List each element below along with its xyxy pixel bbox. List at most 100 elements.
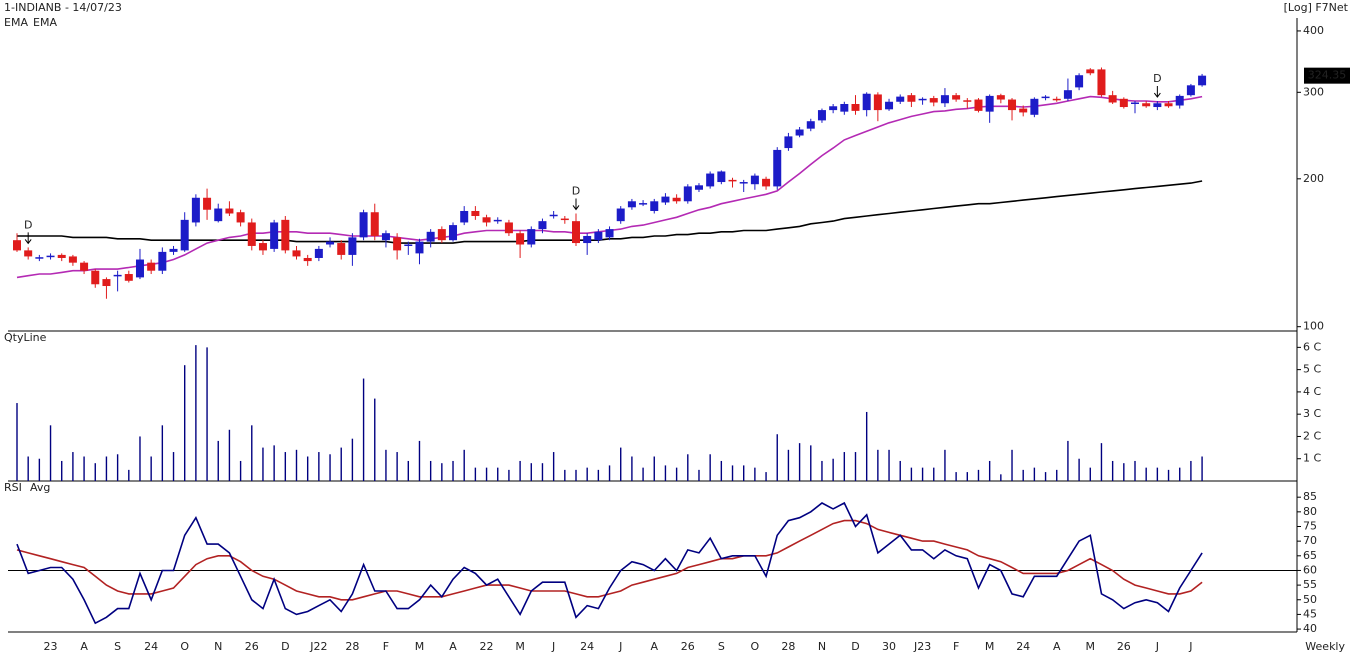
candle-body (974, 99, 983, 111)
x-tick-label: J (618, 640, 622, 653)
candle-body (840, 104, 849, 112)
candle-body (57, 254, 66, 258)
x-tick-label: M (985, 640, 995, 653)
y-tick-label: 3 C (1303, 407, 1321, 420)
candle-body (91, 270, 100, 285)
marker-label: D (572, 184, 580, 197)
candle-body (516, 233, 525, 245)
candle-body (303, 257, 312, 262)
candle-body (929, 98, 938, 103)
candle-body (985, 95, 994, 112)
legend-entry: QtyLine (4, 331, 47, 344)
candle-body (147, 262, 156, 271)
x-tick-label: J (1188, 640, 1192, 653)
candle-body (873, 94, 882, 111)
candle-body (415, 241, 424, 254)
candle-body (113, 274, 122, 277)
candle-body (169, 248, 178, 252)
marker-label: D (24, 218, 32, 231)
x-tick-label: 26 (245, 640, 259, 653)
candle-body (672, 197, 681, 202)
candle-body (694, 185, 703, 190)
chart-title: 1-INDIANB - 14/07/23 (4, 1, 122, 14)
candle-body (572, 221, 580, 244)
line-series (16, 501, 1203, 625)
x-tick-label: F (383, 640, 389, 653)
y-tick-label: 50 (1303, 593, 1317, 606)
candle-body (258, 243, 267, 251)
y-tick-label: 4 C (1303, 385, 1321, 398)
candle-body (1153, 103, 1162, 108)
candle-body (281, 219, 290, 251)
candle-body (370, 212, 379, 236)
legend-entry: RSI (4, 481, 22, 494)
x-tick-label: 22 (480, 640, 494, 653)
y-tick-label: 100 (1303, 320, 1324, 333)
candle-body (1030, 98, 1039, 115)
y-tick-label: 400 (1303, 24, 1324, 37)
candle-body (1108, 95, 1117, 103)
candle-body (381, 233, 390, 241)
y-tick-label: 2 C (1303, 429, 1321, 442)
x-tick-label: M (415, 640, 425, 653)
y-tick-label: 200 (1303, 172, 1324, 185)
x-tick-label: N (214, 640, 222, 653)
candle-body (404, 244, 413, 246)
candle-body (829, 106, 838, 111)
candle-body (1019, 108, 1028, 113)
candle-body (784, 136, 793, 149)
candle-body (683, 186, 692, 202)
x-tick-label: J (1155, 640, 1159, 653)
legend-entry: Avg (30, 481, 50, 494)
candle-body (996, 95, 1005, 100)
candle-body (180, 219, 189, 251)
x-tick-label: J22 (309, 640, 327, 653)
candle-body (1175, 95, 1184, 106)
x-tick-label: 23 (44, 640, 58, 653)
candle-body (437, 229, 446, 241)
candle-body (393, 237, 402, 251)
y-tick-label: 5 C (1303, 363, 1321, 376)
candle-body (639, 203, 648, 205)
x-tick-label: J23 (913, 640, 931, 653)
x-axis-label: Weekly (1305, 640, 1345, 653)
candle-body (80, 262, 89, 271)
candle-body (359, 212, 368, 238)
legend-entry: EMA (4, 16, 28, 29)
candle-body (270, 222, 279, 249)
candle-body (661, 196, 670, 203)
candle-body (1186, 85, 1195, 96)
candle-body (918, 98, 927, 101)
candle-body (940, 95, 949, 104)
candle-body (739, 182, 748, 184)
candle-body (158, 251, 167, 271)
last-price-box (1304, 67, 1350, 84)
candle-body (627, 201, 636, 208)
x-tick-label: A (650, 640, 658, 653)
x-tick-label: 24 (580, 640, 594, 653)
candle-body (203, 197, 212, 210)
x-tick-label: S (718, 640, 725, 653)
candle-body (191, 197, 200, 223)
x-tick-label: 28 (781, 640, 795, 653)
last-price: 324.35 (1308, 69, 1347, 82)
candle-body (314, 248, 323, 258)
candle-body (102, 279, 111, 287)
line-series (16, 519, 1203, 601)
candle-body (706, 173, 715, 187)
candle-body (527, 229, 536, 245)
candle-body (135, 259, 144, 278)
candle-body (292, 250, 301, 257)
candle-body (650, 201, 659, 211)
x-tick-label: F (953, 640, 959, 653)
candle-body (885, 101, 894, 110)
candle-body (449, 225, 458, 241)
x-tick-label: N (818, 640, 826, 653)
x-tick-label: 26 (1117, 640, 1131, 653)
candle-body (24, 250, 33, 257)
candle-body (616, 208, 625, 222)
candle-body (907, 95, 916, 102)
candle-body (1142, 103, 1151, 107)
